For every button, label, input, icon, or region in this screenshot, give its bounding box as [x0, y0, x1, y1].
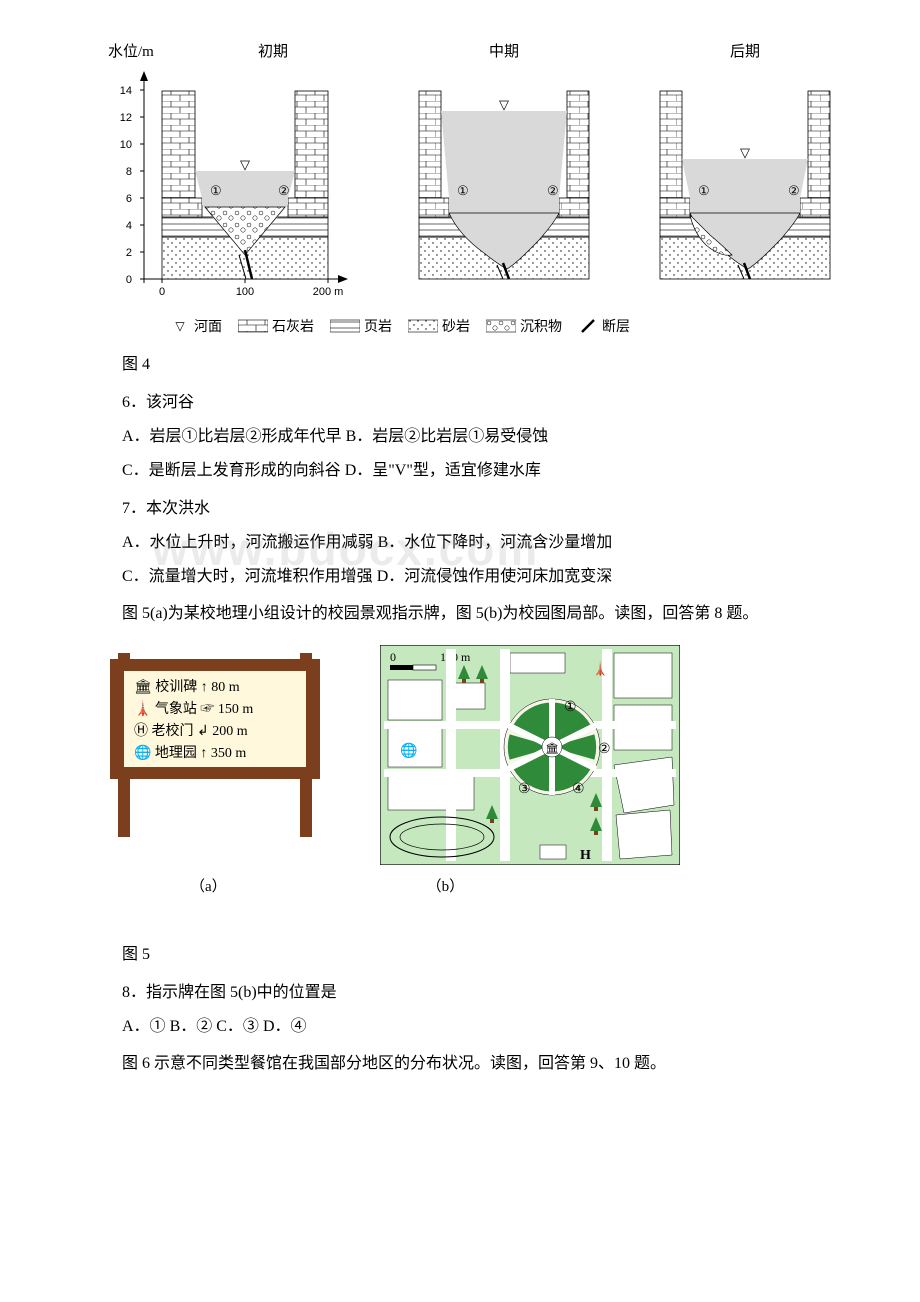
fig4-panel-3: 后期	[640, 40, 850, 310]
fig5b-map: 0 100 m	[380, 645, 680, 865]
svg-text:100: 100	[236, 286, 254, 298]
svg-text:▽: ▽	[740, 145, 750, 160]
svg-text:①: ①	[698, 183, 710, 198]
legend-sandstone: 砂岩	[408, 316, 470, 336]
svg-text:🗼: 🗼	[592, 660, 608, 676]
svg-text:0: 0	[390, 650, 396, 664]
svg-text:🗼 气象站 ☞ 150 m: 🗼 气象站 ☞ 150 m	[134, 699, 253, 717]
svg-text:4: 4	[126, 220, 132, 232]
fig4-caption: 图 4	[90, 350, 850, 374]
fig4-svg-1: 0 2 4 6 8 10 12 14	[90, 65, 350, 305]
q7-options-2: C．流量增大时，河流堆积作用增强 D．河流侵蚀作用使河床加宽变深	[90, 562, 850, 586]
svg-text:12: 12	[120, 112, 132, 124]
fig6-intro: 图 6 示意不同类型餐馆在我国部分地区的分布状况。读图，回答第 9、10 题。	[90, 1050, 850, 1079]
svg-text:10: 10	[120, 139, 132, 151]
q7-options-1: A．水位上升时，河流搬运作用减弱 B．水位下降时，河流含沙量增加 www.bdo…	[90, 528, 850, 552]
legend-fault: 断层	[578, 316, 630, 336]
legend-sediment: 沉积物	[486, 316, 562, 336]
legend-shale: 页岩	[330, 316, 392, 336]
svg-text:8: 8	[126, 166, 132, 178]
q7-stem: 7．本次洪水	[90, 494, 850, 518]
svg-text:①: ①	[564, 700, 577, 715]
fig5-sublabels: （a） （b）	[190, 875, 850, 896]
fig5a-label: （a）	[190, 875, 227, 896]
stage-label-2: 中期	[399, 40, 609, 61]
legend-water: ▽ 河面	[170, 316, 222, 336]
fig4-panel-1: 水位/m 初期 0 2 4 6 8 10 12 14	[90, 40, 368, 310]
svg-text:③: ③	[518, 782, 531, 797]
svg-text:H: H	[580, 848, 591, 863]
svg-text:②: ②	[278, 183, 290, 198]
stage-label-1: 初期	[258, 40, 288, 61]
legend-limestone: 石灰岩	[238, 316, 314, 336]
svg-text:②: ②	[547, 183, 559, 198]
svg-text:①: ①	[457, 183, 469, 198]
fig4-row: 水位/m 初期 0 2 4 6 8 10 12 14	[90, 40, 850, 310]
svg-text:▽: ▽	[240, 157, 250, 172]
svg-text:②: ②	[788, 183, 800, 198]
svg-text:🏛 校训碑 ↑ 80 m: 🏛 校训碑 ↑ 80 m	[134, 678, 240, 695]
fig4-svg-3: ▽ ① ②	[640, 65, 850, 305]
fig5-caption: 图 5	[90, 940, 850, 964]
fig5b-label: （b）	[427, 875, 465, 896]
svg-text:④: ④	[572, 782, 585, 797]
svg-text:0: 0	[159, 286, 165, 298]
svg-text:🌐 地理园 ↑ 350 m: 🌐 地理园 ↑ 350 m	[134, 744, 246, 761]
svg-text:200 m: 200 m	[313, 286, 344, 298]
fig5-row: 🏛 校训碑 ↑ 80 m 🗼 气象站 ☞ 150 m Ⓗ 老校门 ↲ 200 m…	[100, 645, 850, 865]
stage-label-3: 后期	[640, 40, 850, 61]
svg-text:▽: ▽	[499, 97, 509, 112]
svg-text:▽: ▽	[175, 319, 185, 333]
fig4-panel-2: 中期	[399, 40, 609, 310]
fig4-legend: ▽ 河面 石灰岩 页岩 砂岩 沉积物 断层	[170, 316, 850, 336]
fig5a-sign: 🏛 校训碑 ↑ 80 m 🗼 气象站 ☞ 150 m Ⓗ 老校门 ↲ 200 m…	[100, 645, 330, 845]
q6-options-1: A．岩层①比岩层②形成年代早 B．岩层②比岩层①易受侵蚀	[90, 422, 850, 446]
svg-text:14: 14	[120, 85, 132, 97]
q6-options-2: C．是断层上发育形成的向斜谷 D．呈"V"型，适宜修建水库	[90, 456, 850, 480]
svg-text:0: 0	[126, 274, 132, 286]
svg-text:①: ①	[210, 183, 222, 198]
svg-text:🌐: 🌐	[400, 742, 417, 759]
fig4-svg-2: ▽ ① ②	[399, 65, 609, 305]
svg-text:6: 6	[126, 193, 132, 205]
fig5-intro: 图 5(a)为某校地理小组设计的校园景观指示牌，图 5(b)为校园图局部。读图，…	[90, 600, 850, 629]
svg-text:🏛: 🏛	[545, 742, 559, 755]
q6-stem: 6．该河谷	[90, 388, 850, 412]
svg-text:2: 2	[126, 247, 132, 259]
q8-options: A．① B．② C．③ D．④	[90, 1012, 850, 1036]
q8-stem: 8．指示牌在图 5(b)中的位置是	[90, 978, 850, 1002]
svg-text:②: ②	[598, 742, 611, 757]
y-axis-label: 水位/m	[108, 40, 154, 61]
svg-text:Ⓗ 老校门 ↲ 200 m: Ⓗ 老校门 ↲ 200 m	[134, 722, 248, 739]
